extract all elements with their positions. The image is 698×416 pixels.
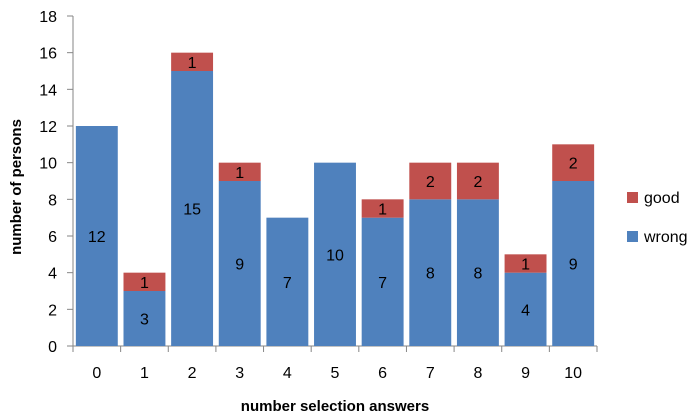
data-label-good: 1 <box>235 165 244 182</box>
x-tick-label: 4 <box>283 365 292 382</box>
y-axis-title: number of persons <box>8 119 25 255</box>
x-tick-label: 2 <box>188 365 197 382</box>
data-label-wrong: 8 <box>426 266 435 283</box>
x-tick-label: 7 <box>426 365 435 382</box>
data-label-good: 1 <box>521 257 530 274</box>
bar-good <box>552 144 595 181</box>
y-tick-label: 18 <box>39 9 57 26</box>
data-label-wrong: 3 <box>140 312 149 329</box>
data-label-wrong: 8 <box>473 266 482 283</box>
x-tick-label: 6 <box>378 365 387 382</box>
data-label-wrong: 7 <box>283 275 292 292</box>
y-tick-label: 10 <box>39 156 57 173</box>
bar-wrong <box>314 162 356 346</box>
data-label-wrong: 4 <box>521 302 530 319</box>
data-label-wrong: 15 <box>183 202 201 219</box>
data-label-good: 1 <box>378 202 387 219</box>
bar-wrong <box>266 217 309 346</box>
y-tick-label: 2 <box>48 302 57 319</box>
bar-good <box>123 272 166 291</box>
y-tick-label: 0 <box>48 339 57 356</box>
x-tick-label: 9 <box>521 365 530 382</box>
bar-good <box>409 162 452 200</box>
data-label-good: 2 <box>569 156 578 173</box>
y-axis: 0 2 4 6 8 10 12 14 16 18 <box>39 9 74 356</box>
legend: good wrong <box>627 190 688 246</box>
x-tick-label: 8 <box>473 365 482 382</box>
bar-good <box>504 254 547 273</box>
bar-wrong <box>218 181 261 346</box>
y-tick-label: 4 <box>48 266 57 283</box>
bar-wrong <box>409 199 452 346</box>
legend-label-good: good <box>644 190 680 207</box>
bar-wrong <box>75 126 118 346</box>
y-tick-label: 12 <box>39 119 57 136</box>
x-axis: 0 1 2 3 4 5 6 7 8 9 10 <box>72 345 598 382</box>
x-axis-title: number selection answers <box>241 398 429 415</box>
bar-good <box>171 52 214 71</box>
data-label-wrong: 7 <box>378 275 387 292</box>
bar-wrong <box>123 291 166 346</box>
data-label-good: 2 <box>473 174 482 191</box>
y-tick-label: 8 <box>48 192 57 209</box>
y-tick-label: 16 <box>39 46 57 63</box>
bar-good <box>218 162 261 181</box>
x-tick-label: 3 <box>235 365 244 382</box>
legend-swatch-good <box>627 192 638 203</box>
bar-good <box>361 199 404 218</box>
data-label-good: 2 <box>426 174 435 191</box>
bars <box>75 52 595 346</box>
bar-good <box>456 162 499 200</box>
x-tick-label: 0 <box>92 365 101 382</box>
data-label-wrong: 10 <box>326 247 344 264</box>
bar-wrong <box>552 181 595 346</box>
legend-label-wrong: wrong <box>643 229 688 246</box>
legend-swatch-wrong <box>627 231 638 242</box>
y-tick-label: 14 <box>39 82 57 99</box>
bar-wrong <box>171 71 214 346</box>
data-label-wrong: 12 <box>88 229 106 246</box>
data-label-good: 1 <box>188 55 197 72</box>
data-label-wrong: 9 <box>569 257 578 274</box>
data-label-wrong: 9 <box>235 257 244 274</box>
data-label-good: 1 <box>140 275 149 292</box>
bar-wrong <box>504 272 547 346</box>
x-tick-label: 5 <box>331 365 340 382</box>
x-tick-label: 10 <box>564 365 582 382</box>
bar-wrong <box>361 217 404 346</box>
y-tick-label: 6 <box>48 229 57 246</box>
bar-wrong <box>456 199 499 346</box>
x-tick-label: 1 <box>140 365 149 382</box>
